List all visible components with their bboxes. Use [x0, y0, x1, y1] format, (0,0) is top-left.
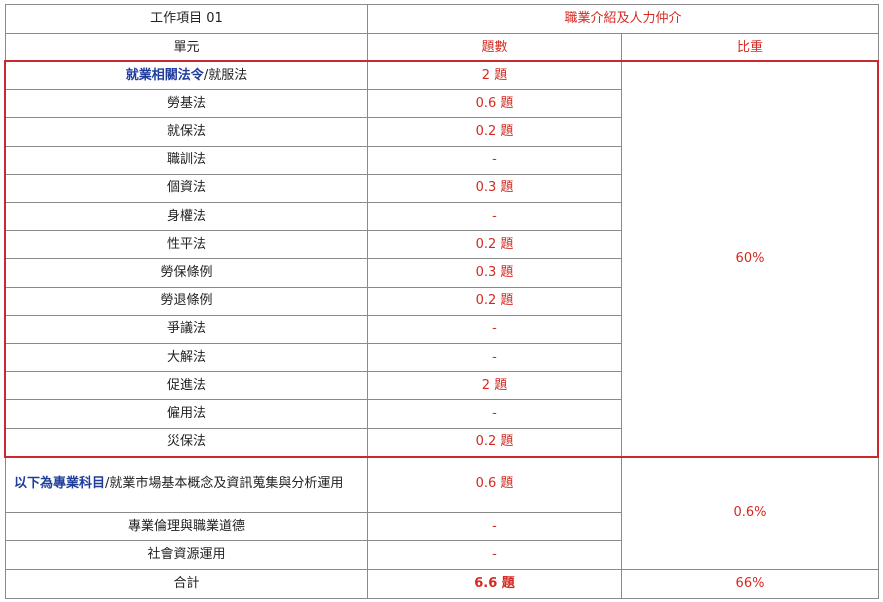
table-row: 單元 題數 比重 [5, 33, 880, 62]
unit-cell: 促進法 [5, 371, 368, 401]
count-cell: - [367, 202, 622, 232]
table-row: 促進法 2 題 [5, 371, 879, 401]
table-row: 合計 6.6 題 66% [5, 568, 880, 599]
unit-cell: 勞基法 [5, 89, 368, 119]
unit-name: 個資法 [166, 180, 206, 196]
header-title: 職業介紹及人力仲介 [366, 4, 880, 34]
unit-name: 身權法 [166, 208, 206, 224]
total-weight: 66% [620, 568, 880, 599]
table-row: 社會資源運用 - [5, 540, 879, 570]
count-cell: 0.3 題 [367, 258, 622, 288]
total-count: 6.6 題 [367, 568, 622, 599]
count-cell: 0.6 題 [367, 455, 622, 513]
table-row: 大解法 - [5, 343, 879, 373]
unit-prefix: 就業相關法令 [125, 67, 204, 83]
unit-cell: 專業倫理與職業道德 [5, 511, 368, 542]
unit-name: 專業倫理與職業道德 [127, 518, 245, 534]
count-cell: - [367, 145, 622, 175]
table-row: 勞退條例 0.2 題 [5, 286, 879, 316]
count-cell: - [367, 343, 622, 373]
unit-name: 社會資源運用 [147, 547, 226, 563]
unit-cell: 爭議法 [5, 314, 368, 345]
count-cell: 2 題 [367, 371, 622, 401]
count-cell: - [367, 314, 622, 345]
table-row: 專業倫理與職業道德 - [5, 511, 879, 542]
unit-cell: 個資法 [5, 173, 368, 204]
count-cell: 0.2 題 [367, 427, 622, 457]
unit-name: /就服法 [203, 67, 248, 83]
unit-name: 職訓法 [166, 152, 206, 168]
table-row: 以下為專業科目/就業市場基本概念及資訊蒐集與分析運用 0.6 題 0.6% [5, 455, 880, 570]
count-cell: 2 題 [367, 60, 622, 91]
unit-name: 爭議法 [166, 321, 206, 337]
unit-cell: 災保法 [5, 427, 368, 457]
unit-cell: 僱用法 [5, 399, 368, 429]
unit-name: 勞保條例 [160, 265, 213, 281]
table-row: 勞基法 0.6 題 [5, 89, 879, 119]
table-row: 工作項目 01 職業介紹及人力仲介 [5, 4, 880, 34]
table-row: 僱用法 - [5, 399, 879, 429]
unit-name: /就業市場基本概念及資訊蒐集與分析運用 [105, 476, 344, 492]
weight-cell: 0.6% [620, 455, 880, 570]
table-row: 勞保條例 0.3 題 [5, 258, 879, 288]
unit-cell: 勞退條例 [5, 286, 368, 316]
table: 工作項目 01 職業介紹及人力仲介 單元 題數 比重 就業相關法令/就服法 2 題 60% 勞基… [5, 4, 880, 599]
count-cell: - [367, 399, 622, 429]
unit-prefix: 以下為專業科目 [14, 476, 106, 492]
weight-cell: 60% [620, 61, 880, 457]
unit-cell: 社會資源運用 [5, 540, 368, 570]
unit-name: 性平法 [166, 236, 206, 252]
unit-name: 促進法 [166, 377, 206, 393]
count-cell: 0.3 題 [367, 173, 622, 204]
column-header: 比重 [620, 33, 880, 62]
count-cell: 0.2 題 [367, 117, 622, 147]
table-row: 身權法 - [5, 202, 879, 232]
table-body: 工作項目 01 職業介紹及人力仲介 單元 題數 比重 就業相關法令/就服法 2 題 60% 勞基… [5, 4, 880, 599]
unit-cell: 就業相關法令/就服法 [5, 60, 368, 91]
unit-cell: 以下為專業科目/就業市場基本概念及資訊蒐集與分析運用 [5, 455, 368, 513]
unit-cell: 身權法 [5, 202, 368, 232]
count-cell: - [367, 540, 622, 570]
table-row: 爭議法 - [5, 314, 879, 345]
table-row: 災保法 0.2 題 [5, 427, 879, 457]
unit-name: 災保法 [166, 434, 206, 450]
unit-cell: 就保法 [5, 117, 368, 147]
unit-cell: 勞保條例 [5, 258, 368, 288]
table-row: 就業相關法令/就服法 2 題 60% [5, 60, 880, 457]
total-label: 合計 [5, 568, 368, 599]
unit-name: 大解法 [166, 349, 206, 365]
header-label: 工作項目 01 [5, 4, 368, 34]
unit-name: 僱用法 [166, 406, 206, 422]
unit-name: 勞退條例 [160, 293, 213, 309]
table-row: 個資法 0.3 題 [5, 173, 879, 204]
table-row: 性平法 0.2 題 [5, 230, 879, 260]
column-header: 題數 [367, 33, 622, 62]
column-header: 單元 [5, 33, 368, 62]
unit-cell: 性平法 [5, 230, 368, 260]
count-cell: - [367, 511, 622, 542]
count-cell: 0.2 題 [367, 230, 622, 260]
table-row: 職訓法 - [5, 145, 879, 175]
unit-cell: 職訓法 [5, 145, 368, 175]
unit-cell: 大解法 [5, 343, 368, 373]
unit-name: 勞基法 [166, 95, 206, 111]
unit-name: 就保法 [166, 124, 206, 139]
count-cell: 0.2 題 [367, 286, 622, 316]
count-cell: 0.6 題 [367, 89, 622, 119]
